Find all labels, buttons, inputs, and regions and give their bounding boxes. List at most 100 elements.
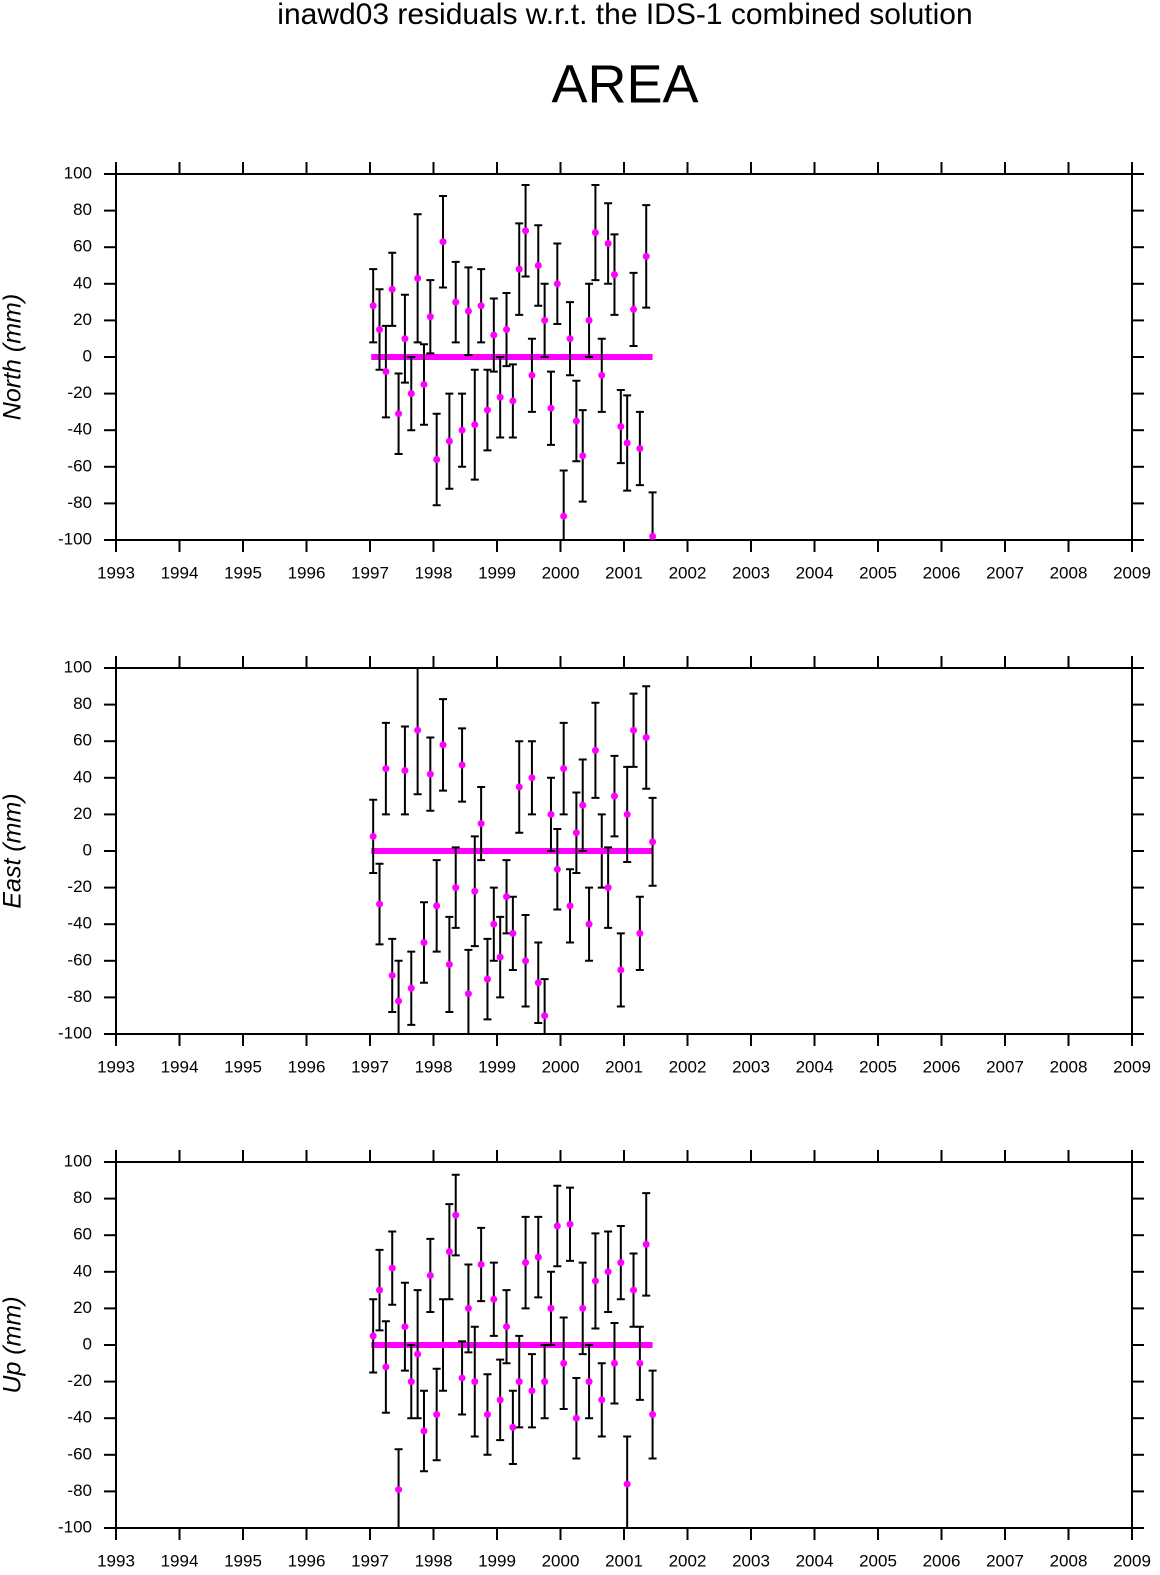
data-point [509,397,517,405]
data-point [407,984,415,992]
y-tick-label: 40 [73,1261,92,1280]
data-point [572,829,580,837]
x-tick-label: 2004 [796,563,834,582]
x-tick-label: 2001 [605,1551,643,1570]
data-point [439,238,447,246]
data-point [553,280,561,288]
data-point [604,240,612,248]
data-point [585,1378,593,1386]
y-tick-label: 40 [73,767,92,786]
data-point [445,1248,453,1256]
x-tick-label: 1998 [415,563,453,582]
y-tick-label: -20 [67,383,92,402]
x-tick-label: 2000 [542,1551,580,1570]
y-tick-label: -100 [58,529,92,548]
data-point [617,423,625,431]
x-tick-label: 2009 [1113,563,1151,582]
data-point [541,1378,549,1386]
data-point [471,887,479,895]
data-point [541,1012,549,1020]
y-tick-label: -40 [67,914,92,933]
data-point [617,1259,625,1267]
data-point [477,820,485,828]
data-point [572,417,580,425]
data-point [515,265,523,273]
x-tick-label: 2002 [669,1551,707,1570]
y-tick-label: 100 [64,657,92,676]
data-point [553,1222,561,1230]
data-point [464,307,472,315]
x-tick-label: 2007 [986,1057,1024,1076]
data-point [560,1359,568,1367]
data-point [503,893,511,901]
data-point [610,792,618,800]
x-tick-label: 1999 [478,1551,516,1570]
data-point [585,920,593,928]
x-tick-label: 1996 [288,1551,326,1570]
figure-subtitle: AREA [551,54,698,114]
data-point [630,726,638,734]
data-point [528,1387,536,1395]
x-tick-label: 2005 [859,563,897,582]
x-tick-label: 2008 [1050,1057,1088,1076]
data-point [376,900,384,908]
data-point [534,262,542,269]
x-tick-label: 2001 [605,1057,643,1076]
data-point [382,368,390,376]
data-point [382,1363,390,1371]
data-point [426,770,434,778]
data-point [547,810,555,818]
data-point [477,1260,485,1268]
y-tick-label: -100 [58,1023,92,1042]
data-point [464,1304,472,1312]
y-tick-label: 60 [73,237,92,256]
data-point [439,741,447,749]
x-tick-label: 2002 [669,563,707,582]
data-point [642,734,650,742]
data-point [376,326,384,334]
data-point [591,229,599,237]
data-point [598,847,606,855]
y-tick-label: 20 [73,1298,92,1317]
data-point [598,371,606,379]
data-point [388,971,396,979]
plot-area [369,668,657,1034]
y-tick-label: -60 [67,456,92,475]
data-point [547,1304,555,1312]
data-point [414,274,422,282]
data-point [433,1411,441,1419]
x-tick-label: 1993 [97,563,135,582]
data-point [566,902,574,910]
data-point [642,252,650,260]
y-tick-label: 0 [83,1334,92,1353]
data-point [572,1414,580,1422]
data-point [395,410,403,418]
x-tick-label: 2005 [859,1551,897,1570]
y-tick-label: -20 [67,877,92,896]
data-point [407,390,415,398]
data-point [401,766,409,774]
x-tick-label: 2003 [732,563,770,582]
data-point [490,920,498,928]
x-tick-label: 2009 [1113,1551,1151,1570]
data-point [642,1240,650,1248]
data-point [395,997,403,1005]
y-tick-label: -80 [67,987,92,1006]
x-tick-label: 1997 [351,563,389,582]
data-point [617,966,625,974]
x-tick-label: 2006 [923,1057,961,1076]
y-axis-label: North (mm) [0,294,27,420]
data-point [636,445,644,452]
y-tick-label: 80 [73,200,92,219]
data-point [522,1259,530,1267]
x-tick-label: 1998 [415,1057,453,1076]
data-point [579,801,587,809]
plot-frame [115,1161,1133,1529]
data-point [407,1378,415,1386]
data-point [452,1211,460,1219]
data-point [604,884,612,892]
data-point [452,884,460,892]
y-tick-label: -80 [67,1481,92,1500]
y-tick-label: 80 [73,694,92,713]
